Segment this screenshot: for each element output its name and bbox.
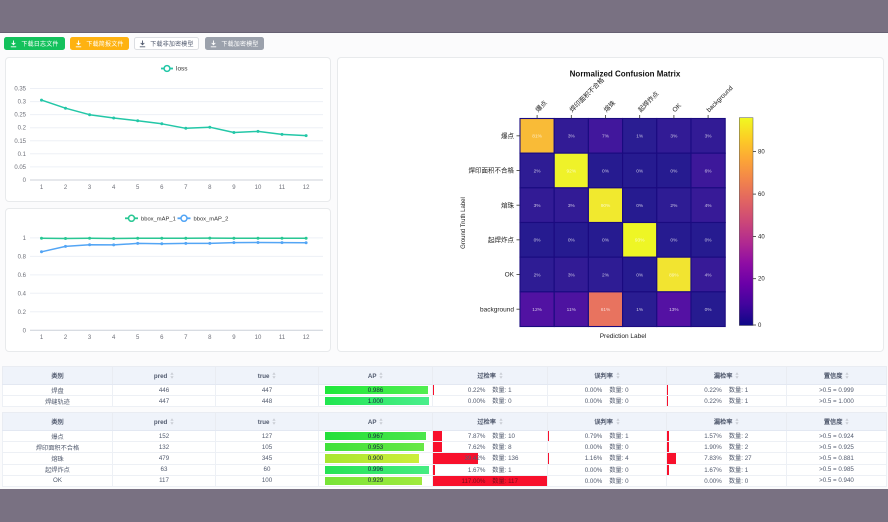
svg-text:0%: 0% [602,238,610,244]
svg-text:3%: 3% [568,203,576,209]
svg-text:1%: 1% [636,134,644,140]
svg-text:0.2: 0.2 [18,310,27,316]
svg-text:12: 12 [303,335,310,341]
svg-text:80: 80 [758,150,765,156]
svg-text:6: 6 [160,335,164,341]
svg-text:92%: 92% [566,168,576,174]
svg-text:3%: 3% [705,134,713,140]
svg-text:5: 5 [136,335,140,341]
svg-text:3%: 3% [568,134,576,140]
svg-text:爆点: 爆点 [501,131,515,140]
svg-text:loss: loss [176,66,188,73]
svg-text:10: 10 [255,335,262,341]
svg-text:93%: 93% [635,238,645,244]
svg-text:0.1: 0.1 [18,152,27,158]
svg-text:0%: 0% [670,238,678,244]
svg-text:0%: 0% [602,168,610,174]
svg-text:Prediction Label: Prediction Label [600,333,647,340]
svg-text:OK: OK [505,272,515,279]
svg-text:2%: 2% [534,168,542,174]
svg-text:3%: 3% [534,203,542,209]
svg-text:12: 12 [303,185,310,191]
svg-text:2%: 2% [534,272,542,278]
svg-text:4%: 4% [705,272,713,278]
svg-text:0.15: 0.15 [14,139,26,145]
svg-text:0%: 0% [705,307,713,313]
svg-text:11: 11 [279,185,286,191]
svg-text:0.3: 0.3 [18,100,27,106]
svg-text:4%: 4% [705,203,713,209]
svg-text:2: 2 [64,335,68,341]
svg-text:10: 10 [255,185,262,191]
svg-text:熔珠: 熔珠 [602,98,618,114]
svg-text:0%: 0% [636,168,644,174]
svg-text:0.4: 0.4 [18,291,27,297]
svg-text:6%: 6% [705,168,713,174]
svg-text:0: 0 [758,323,762,329]
svg-text:0.6: 0.6 [18,273,27,279]
svg-text:0%: 0% [534,238,542,244]
svg-text:Ground Truth Label: Ground Truth Label [461,197,467,249]
svg-text:起焊炸点: 起焊炸点 [636,89,661,114]
svg-text:0%: 0% [705,238,713,244]
svg-text:2%: 2% [602,272,610,278]
svg-text:0.2: 0.2 [18,126,27,132]
svg-text:13%: 13% [669,307,679,313]
svg-text:焊印面积不合格: 焊印面积不合格 [567,75,606,114]
svg-text:熔珠: 熔珠 [501,200,515,209]
svg-text:6: 6 [160,185,164,191]
svg-text:1%: 1% [636,307,644,313]
svg-text:7: 7 [184,185,188,191]
svg-text:7%: 7% [602,134,610,140]
svg-text:0.25: 0.25 [14,113,26,119]
svg-text:0: 0 [23,328,27,334]
svg-text:11: 11 [279,335,286,341]
svg-text:89%: 89% [669,272,679,278]
svg-text:4: 4 [112,335,116,341]
svg-text:3: 3 [88,335,92,341]
svg-text:5: 5 [136,185,140,191]
svg-text:1: 1 [40,335,44,341]
svg-text:61%: 61% [601,307,611,313]
svg-text:0.8: 0.8 [18,254,27,260]
svg-text:0.35: 0.35 [14,87,26,93]
svg-text:0%: 0% [636,272,644,278]
svg-text:1: 1 [40,185,44,191]
svg-text:bbox_mAP_2: bbox_mAP_2 [194,216,229,222]
svg-text:11%: 11% [567,307,577,313]
svg-text:background: background [706,85,735,114]
svg-text:1: 1 [23,236,27,242]
svg-text:起焊炸点: 起焊炸点 [488,235,515,244]
svg-text:90%: 90% [601,203,611,209]
svg-text:2: 2 [64,185,68,191]
svg-text:60: 60 [758,192,765,198]
svg-text:0%: 0% [636,203,644,209]
svg-text:0%: 0% [568,238,576,244]
svg-text:20: 20 [758,277,765,283]
svg-text:焊印面积不合格: 焊印面积不合格 [469,166,515,175]
svg-text:3: 3 [88,185,92,191]
svg-text:OK: OK [671,102,683,114]
svg-text:background: background [480,306,514,313]
svg-text:0%: 0% [670,168,678,174]
svg-text:40: 40 [758,235,765,241]
svg-text:3%: 3% [670,134,678,140]
svg-text:7: 7 [184,335,188,341]
svg-text:9: 9 [232,185,236,191]
svg-text:12%: 12% [532,307,542,313]
svg-text:8: 8 [208,185,212,191]
svg-text:爆点: 爆点 [533,98,549,114]
svg-text:0.05: 0.05 [14,165,26,171]
svg-text:81%: 81% [532,134,542,140]
svg-text:9: 9 [232,335,236,341]
svg-text:4: 4 [112,185,116,191]
svg-text:2%: 2% [670,203,678,209]
svg-text:Normalized Confusion Matrix: Normalized Confusion Matrix [570,70,681,79]
svg-text:bbox_mAP_1: bbox_mAP_1 [141,216,176,222]
svg-text:8: 8 [208,335,212,341]
svg-text:3%: 3% [568,272,576,278]
svg-text:0: 0 [23,178,27,184]
